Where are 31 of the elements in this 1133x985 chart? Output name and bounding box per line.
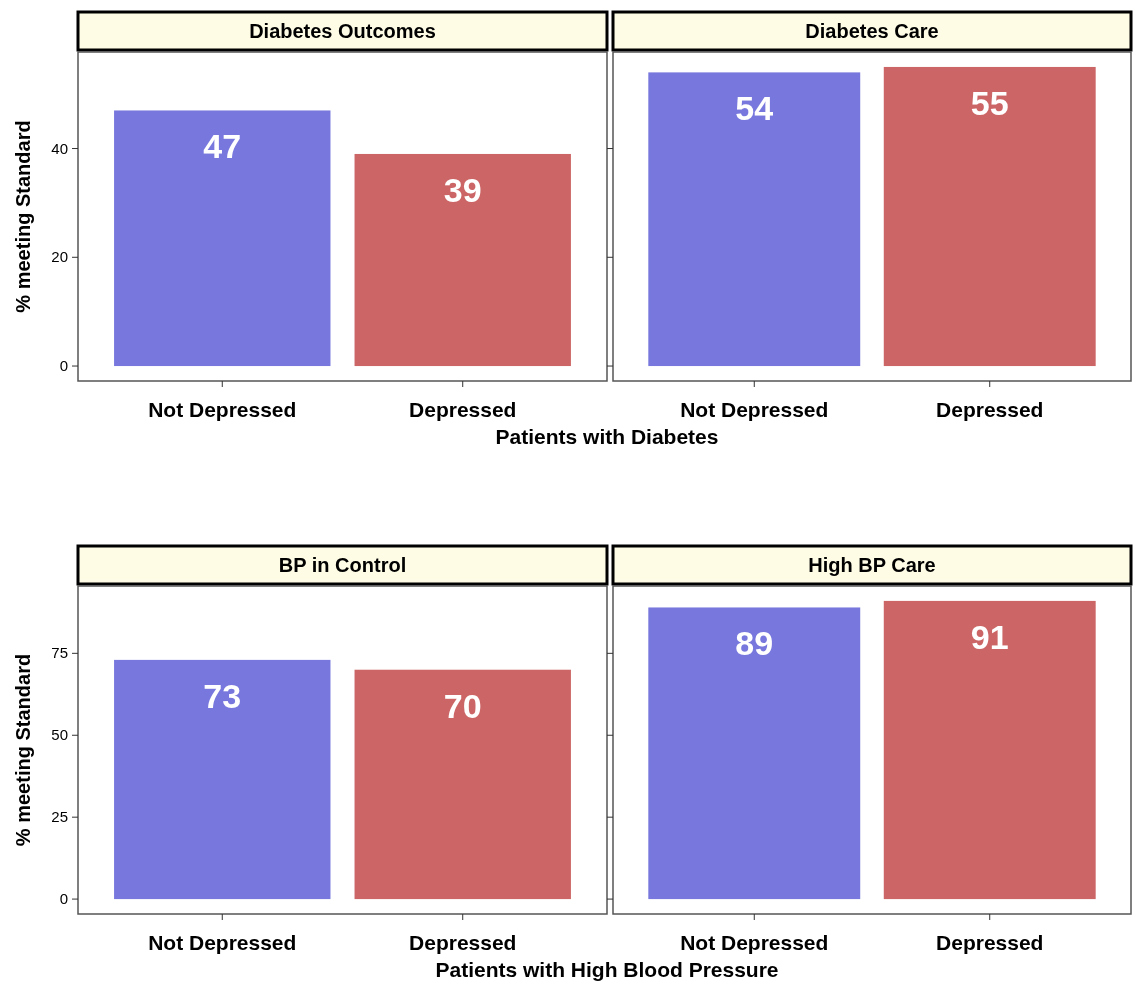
- y-tick-label: 50: [51, 726, 68, 744]
- data-label: 54: [735, 89, 774, 128]
- x-tick-label: Depressed: [409, 931, 517, 954]
- y-tick-label: 0: [59, 890, 68, 908]
- data-label: 70: [443, 686, 482, 725]
- y-tick-label: 0: [59, 357, 68, 375]
- data-label: 73: [203, 676, 242, 715]
- x-tick-label: Not Depressed: [148, 398, 297, 421]
- data-label: 91: [970, 617, 1009, 656]
- x-axis-title: Patients with High Blood Pressure: [435, 958, 779, 981]
- y-tick-label: 25: [51, 808, 68, 826]
- x-axis-title: Patients with Diabetes: [495, 425, 719, 448]
- data-label: 47: [203, 127, 242, 166]
- y-axis-title: % meeting Standard: [12, 653, 34, 847]
- y-axis-title: % meeting Standard: [12, 120, 34, 313]
- chart-title: High BP Care: [808, 554, 936, 576]
- x-tick-label: Depressed: [936, 398, 1044, 421]
- data-label: 39: [443, 170, 482, 209]
- chart-title: Diabetes Outcomes: [249, 20, 436, 42]
- y-tick-label: 20: [51, 248, 68, 266]
- data-label: 55: [970, 83, 1009, 122]
- y-tick-label: 40: [51, 139, 68, 157]
- x-tick-label: Not Depressed: [148, 931, 297, 954]
- x-tick-label: Depressed: [409, 398, 517, 421]
- x-tick-label: Not Depressed: [680, 398, 829, 421]
- x-tick-label: Depressed: [936, 931, 1044, 954]
- data-label: 89: [735, 624, 774, 663]
- chart-title: Diabetes Care: [805, 20, 939, 42]
- x-tick-label: Not Depressed: [680, 931, 829, 954]
- chart-title: BP in Control: [278, 554, 407, 576]
- y-tick-label: 75: [51, 644, 68, 662]
